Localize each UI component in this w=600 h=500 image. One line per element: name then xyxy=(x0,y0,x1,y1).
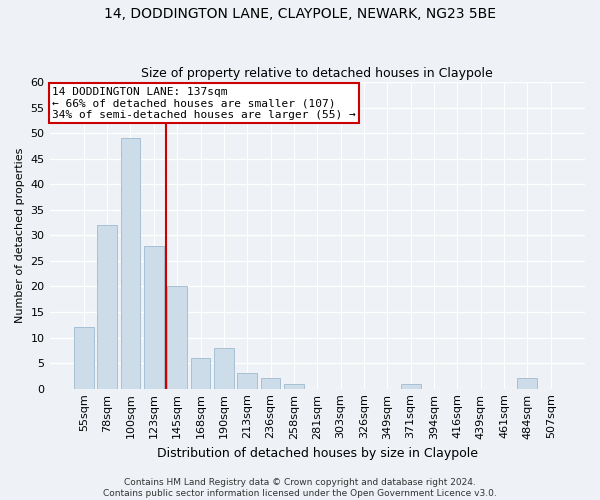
Title: Size of property relative to detached houses in Claypole: Size of property relative to detached ho… xyxy=(142,66,493,80)
Bar xyxy=(97,225,117,388)
Bar xyxy=(401,384,421,388)
X-axis label: Distribution of detached houses by size in Claypole: Distribution of detached houses by size … xyxy=(157,447,478,460)
Bar xyxy=(214,348,234,389)
Bar xyxy=(517,378,538,388)
Text: Contains HM Land Registry data © Crown copyright and database right 2024.
Contai: Contains HM Land Registry data © Crown c… xyxy=(103,478,497,498)
Bar xyxy=(191,358,211,388)
Bar xyxy=(121,138,140,388)
Text: 14, DODDINGTON LANE, CLAYPOLE, NEWARK, NG23 5BE: 14, DODDINGTON LANE, CLAYPOLE, NEWARK, N… xyxy=(104,8,496,22)
Bar xyxy=(260,378,280,388)
Bar xyxy=(144,246,164,388)
Y-axis label: Number of detached properties: Number of detached properties xyxy=(15,148,25,323)
Bar xyxy=(284,384,304,388)
Bar xyxy=(74,328,94,388)
Text: 14 DODDINGTON LANE: 137sqm
← 66% of detached houses are smaller (107)
34% of sem: 14 DODDINGTON LANE: 137sqm ← 66% of deta… xyxy=(52,86,356,120)
Bar xyxy=(238,374,257,388)
Bar xyxy=(167,286,187,388)
